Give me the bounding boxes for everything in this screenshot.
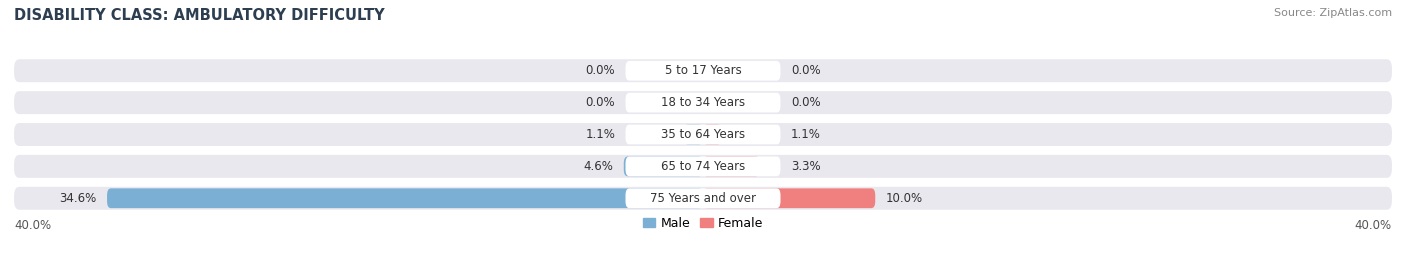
FancyBboxPatch shape <box>14 59 1392 82</box>
Text: 18 to 34 Years: 18 to 34 Years <box>661 96 745 109</box>
FancyBboxPatch shape <box>685 125 703 144</box>
Text: 1.1%: 1.1% <box>790 128 821 141</box>
Text: 3.3%: 3.3% <box>790 160 821 173</box>
Text: 75 Years and over: 75 Years and over <box>650 192 756 205</box>
Text: 5 to 17 Years: 5 to 17 Years <box>665 64 741 77</box>
FancyBboxPatch shape <box>14 155 1392 178</box>
FancyBboxPatch shape <box>14 91 1392 114</box>
FancyBboxPatch shape <box>624 157 703 176</box>
FancyBboxPatch shape <box>14 187 1392 210</box>
FancyBboxPatch shape <box>626 157 780 176</box>
Text: 0.0%: 0.0% <box>790 96 821 109</box>
Text: 0.0%: 0.0% <box>790 64 821 77</box>
Text: 34.6%: 34.6% <box>59 192 97 205</box>
Text: 40.0%: 40.0% <box>14 219 51 232</box>
FancyBboxPatch shape <box>626 93 780 112</box>
Text: 65 to 74 Years: 65 to 74 Years <box>661 160 745 173</box>
FancyBboxPatch shape <box>703 157 759 176</box>
FancyBboxPatch shape <box>703 188 875 208</box>
FancyBboxPatch shape <box>626 125 780 144</box>
Text: 10.0%: 10.0% <box>886 192 922 205</box>
FancyBboxPatch shape <box>703 125 721 144</box>
FancyBboxPatch shape <box>626 61 780 81</box>
Legend: Male, Female: Male, Female <box>638 212 768 235</box>
Text: 4.6%: 4.6% <box>583 160 613 173</box>
Text: 0.0%: 0.0% <box>585 64 616 77</box>
Text: DISABILITY CLASS: AMBULATORY DIFFICULTY: DISABILITY CLASS: AMBULATORY DIFFICULTY <box>14 8 385 23</box>
Text: 0.0%: 0.0% <box>585 96 616 109</box>
Text: 1.1%: 1.1% <box>585 128 616 141</box>
FancyBboxPatch shape <box>14 123 1392 146</box>
Text: 35 to 64 Years: 35 to 64 Years <box>661 128 745 141</box>
Text: 40.0%: 40.0% <box>1355 219 1392 232</box>
FancyBboxPatch shape <box>626 188 780 208</box>
Text: Source: ZipAtlas.com: Source: ZipAtlas.com <box>1274 8 1392 18</box>
FancyBboxPatch shape <box>107 188 703 208</box>
